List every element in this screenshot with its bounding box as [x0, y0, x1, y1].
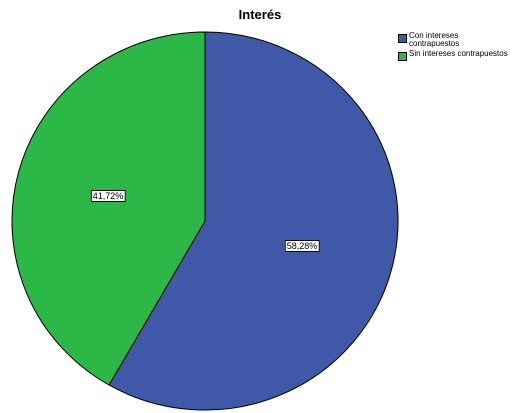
legend-label-con-line1: Con intereses: [409, 31, 459, 40]
chart-title: Interés: [238, 7, 282, 22]
legend-item-sin: Sin intereses contrapuestos: [398, 50, 520, 61]
legend: Con intereses contrapuestos Sin interese…: [398, 32, 520, 63]
legend-label-con: Con intereses contrapuestos: [409, 32, 459, 48]
data-label-sin: 41,72%: [90, 189, 126, 202]
legend-swatch-con: [398, 34, 407, 43]
legend-swatch-sin: [398, 52, 407, 61]
legend-label-sin: Sin intereses contrapuestos: [409, 49, 508, 58]
data-label-con: 58,28%: [284, 240, 320, 253]
legend-item-con: Con intereses contrapuestos: [398, 32, 520, 48]
pie-slice-0: [108, 31, 399, 411]
legend-label-con-line2: contrapuestos: [409, 39, 460, 48]
pie-slice-1: [11, 31, 206, 386]
